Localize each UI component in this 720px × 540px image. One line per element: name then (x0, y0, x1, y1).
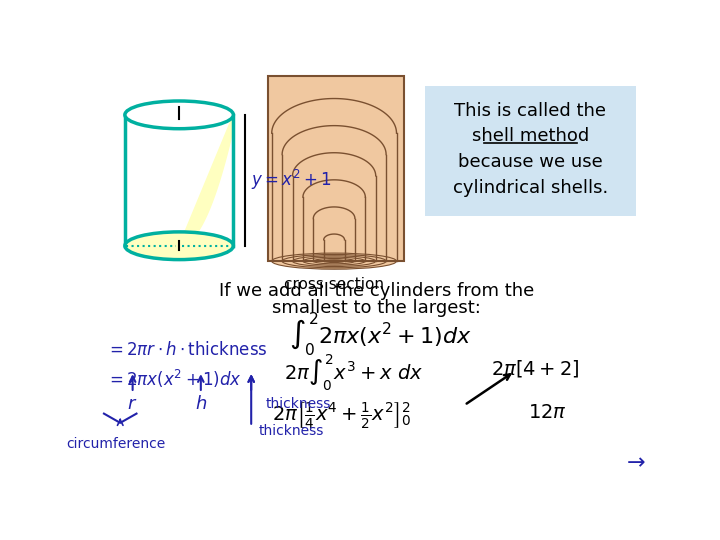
FancyBboxPatch shape (425, 86, 636, 215)
Text: →: → (627, 454, 646, 474)
Text: $y = x^2 + 1$: $y = x^2 + 1$ (251, 168, 332, 192)
Text: thickness: thickness (265, 396, 330, 410)
Text: $2\pi\left[\frac{1}{4}x^4+\frac{1}{2}x^2\right]_0^2$: $2\pi\left[\frac{1}{4}x^4+\frac{1}{2}x^2… (272, 400, 412, 430)
Text: because we use: because we use (458, 153, 603, 171)
Polygon shape (269, 76, 404, 261)
Text: $h$: $h$ (194, 395, 207, 413)
Ellipse shape (292, 256, 376, 267)
Text: cross section: cross section (284, 276, 384, 292)
Ellipse shape (125, 101, 233, 129)
Polygon shape (179, 115, 233, 246)
Text: This is called the: This is called the (454, 102, 606, 120)
Ellipse shape (125, 232, 233, 260)
Ellipse shape (324, 260, 345, 262)
Text: If we add all the cylinders from the: If we add all the cylinders from the (219, 282, 534, 300)
Text: circumference: circumference (67, 437, 166, 451)
Text: cylindrical shells.: cylindrical shells. (453, 179, 608, 197)
Text: shell method: shell method (472, 127, 589, 145)
Text: $\int_0^2 2\pi x\left(x^2+1\right)dx$: $\int_0^2 2\pi x\left(x^2+1\right)dx$ (289, 310, 472, 358)
Text: $=2\pi x\left(x^2+1\right)dx$: $=2\pi x\left(x^2+1\right)dx$ (106, 368, 241, 390)
Text: $r$: $r$ (127, 395, 138, 413)
Text: $12\pi$: $12\pi$ (528, 403, 567, 422)
Text: thickness: thickness (259, 423, 324, 437)
Text: smallest to the largest:: smallest to the largest: (272, 299, 481, 317)
Text: $2\pi\left[4+2\right]$: $2\pi\left[4+2\right]$ (492, 359, 580, 380)
Ellipse shape (303, 257, 365, 265)
Ellipse shape (271, 253, 397, 269)
Text: $2\pi\int_0^2 x^3 + x\ dx$: $2\pi\int_0^2 x^3 + x\ dx$ (284, 353, 423, 393)
Text: $=2\pi r \cdot h \cdot \mathrm{thickness}$: $=2\pi r \cdot h \cdot \mathrm{thickness… (106, 341, 267, 359)
Ellipse shape (313, 259, 355, 264)
Ellipse shape (282, 254, 386, 268)
